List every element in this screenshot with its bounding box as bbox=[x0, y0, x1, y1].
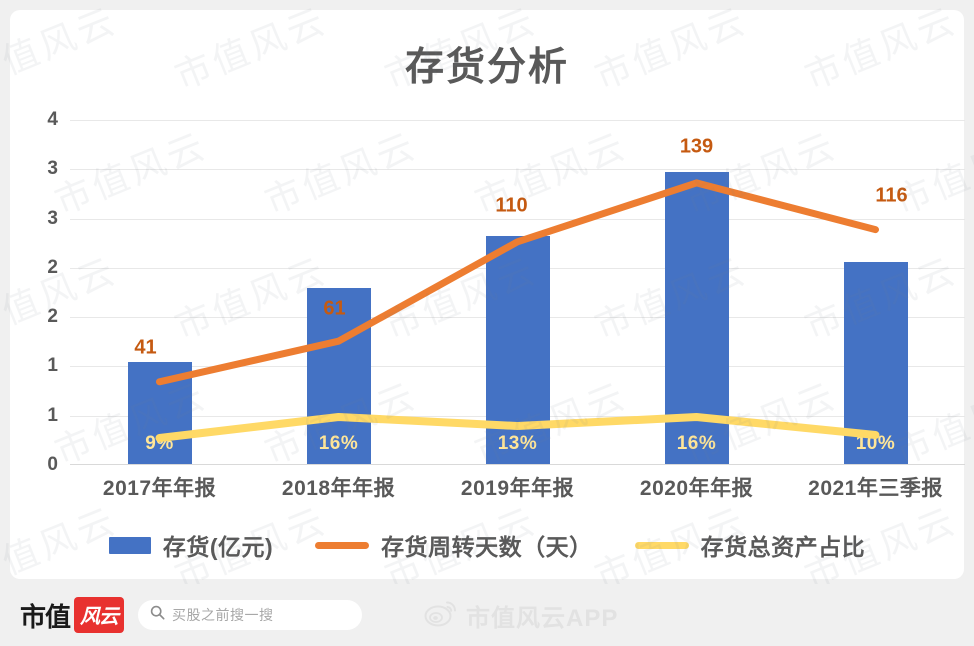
x-axis-tick: 2019年年报 bbox=[460, 477, 575, 500]
legend-swatch-icon bbox=[108, 536, 151, 554]
y-axis-tick: 3 bbox=[47, 207, 58, 229]
weibo-icon bbox=[424, 599, 458, 632]
gridline bbox=[70, 218, 965, 220]
line-value-label: 61 bbox=[323, 297, 346, 320]
inventory-turnover-days-line bbox=[156, 179, 879, 386]
line-value-label: 116 bbox=[875, 184, 908, 207]
legend-item[interactable]: 存货总资产占比 bbox=[634, 528, 866, 562]
bar: 16% bbox=[306, 288, 371, 465]
x-axis-tick: 2018年年报 bbox=[281, 477, 396, 500]
app-promo: 市值风云APP bbox=[424, 598, 618, 633]
x-axis-tick: 2020年年报 bbox=[639, 477, 754, 500]
inventory-asset-ratio-line bbox=[155, 413, 880, 442]
bar-value-label: 10% bbox=[855, 433, 896, 454]
line-value-label: 139 bbox=[679, 135, 714, 158]
bar-value-label: 16% bbox=[676, 433, 717, 454]
app-promo-label: 市值风云APP bbox=[466, 604, 619, 632]
watermark-text: 市值风云 bbox=[0, 125, 3, 223]
axis-baseline bbox=[70, 464, 965, 465]
bar-value-label: 16% bbox=[318, 433, 359, 454]
search-input[interactable]: 买股之前搜一搜 bbox=[172, 607, 274, 623]
gridline bbox=[70, 169, 965, 171]
x-axis-tick: 2021年三季报 bbox=[808, 477, 943, 500]
x-axis-tick: 2017年年报 bbox=[102, 477, 217, 500]
brand-logo: 市值 风云 bbox=[20, 597, 125, 634]
legend-label: 存货(亿元) bbox=[162, 534, 274, 560]
legend-item[interactable]: 存货周转天数（天） bbox=[315, 528, 593, 562]
legend-label: 存货周转天数（天） bbox=[381, 534, 593, 560]
line-series-svg bbox=[155, 179, 880, 442]
legend-swatch-icon bbox=[315, 541, 370, 549]
line-value-label: 41 bbox=[134, 336, 157, 359]
search-box[interactable]: 买股之前搜一搜 bbox=[138, 600, 363, 630]
chart-title: 存货分析 bbox=[404, 46, 569, 89]
y-axis-tick: 2 bbox=[47, 306, 58, 328]
y-axis-tick: 0 bbox=[47, 454, 58, 475]
x-axis-tick-group: 2017年年报 2018年年报 2019年年报 2020年年报 2021年三季报 bbox=[70, 472, 965, 508]
chart-legend: 存货(亿元) 存货周转天数（天） 存货总资产占比 bbox=[10, 528, 964, 562]
legend-item[interactable]: 存货(亿元) bbox=[108, 528, 274, 562]
legend-label: 存货总资产占比 bbox=[700, 534, 866, 560]
legend-swatch-icon bbox=[634, 541, 689, 549]
y-axis-tick: 1 bbox=[47, 355, 58, 377]
watermark-text: 市值风云 bbox=[0, 375, 3, 473]
y-axis-tick: 4 bbox=[47, 109, 58, 130]
brand-name-text: 市值 bbox=[20, 602, 71, 632]
line-value-label: 110 bbox=[495, 194, 528, 217]
gridline bbox=[70, 120, 965, 121]
y-axis-tick: 1 bbox=[47, 404, 58, 426]
search-icon bbox=[150, 605, 165, 625]
bar-value-label: 13% bbox=[497, 433, 538, 454]
brand-badge: 风云 bbox=[74, 597, 125, 633]
y-axis-tick: 3 bbox=[47, 158, 58, 180]
footer-bar: 市值 风云 买股之前搜一搜 市值风云APP bbox=[0, 584, 974, 646]
y-axis-tick: 2 bbox=[47, 256, 58, 278]
